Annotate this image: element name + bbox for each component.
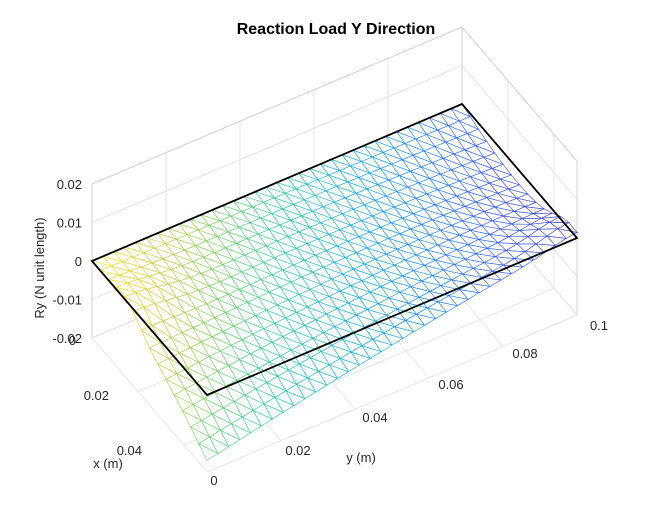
grid-line	[206, 314, 578, 473]
tick-labels: 0.020.010-0.01-0.0200.020.0400.020.040.0…	[52, 177, 608, 488]
grid-line	[91, 337, 208, 473]
x-tick-label: 0.02	[84, 388, 109, 403]
y-tick-label: 0.1	[590, 318, 608, 333]
mesh-triangle	[491, 163, 513, 176]
chart-title: Reaction Load Y Direction	[237, 21, 436, 38]
mesh-triangle	[466, 128, 488, 143]
mesh-triangle	[458, 116, 480, 130]
mesh-triangle	[515, 193, 537, 203]
x-tick-label: 0.04	[117, 443, 142, 458]
y-tick-label: 0.02	[285, 443, 310, 458]
mesh-triangle	[499, 174, 521, 186]
z-axis-label: Ry (N unit length)	[32, 217, 47, 318]
x-tick-label: 0	[69, 333, 76, 348]
plate-frame	[90, 102, 579, 397]
mesh-triangle	[483, 152, 504, 165]
y-tick-label: 0.08	[512, 346, 537, 361]
y-axis-label: y (m)	[346, 450, 376, 465]
plate-outline	[90, 102, 579, 397]
z-tick-label: -0.02	[52, 331, 82, 346]
y-tick-label: 0.06	[438, 377, 463, 392]
x-axis-label: x (m)	[93, 456, 123, 471]
y-tick-label: 0.04	[362, 410, 387, 425]
mesh-triangle	[507, 184, 529, 195]
y-tick-label: 0	[210, 473, 217, 488]
surface-mesh	[91, 103, 578, 461]
mesh-triangle	[474, 140, 496, 154]
mesh-triangle	[548, 216, 570, 223]
mesh-triangle	[524, 201, 546, 210]
mesh-triangle	[533, 208, 553, 214]
z-tick-label: 0.01	[57, 216, 82, 231]
z-tick-label: 0	[75, 254, 82, 269]
z-tick-label: -0.01	[52, 293, 82, 308]
z-tick-label: 0.02	[57, 177, 82, 192]
